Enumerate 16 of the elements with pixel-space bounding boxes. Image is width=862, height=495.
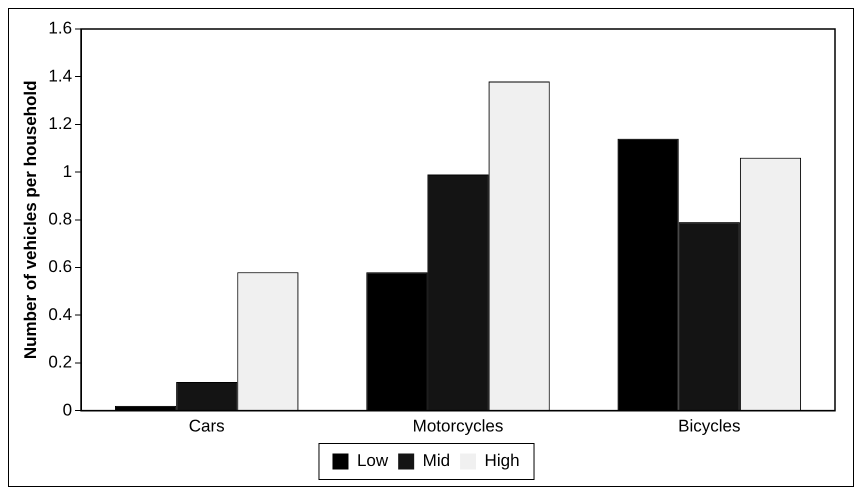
y-tick-label: 1.2 bbox=[48, 114, 72, 134]
y-tick-label: 1 bbox=[62, 162, 72, 181]
y-tick-label: 0.6 bbox=[48, 257, 72, 276]
y-tick-label: 0.4 bbox=[48, 304, 72, 324]
y-tick-label: 0.2 bbox=[48, 352, 72, 372]
legend-label: Low bbox=[356, 451, 389, 470]
x-tick-label: Cars bbox=[188, 416, 225, 436]
y-tick-label: 0 bbox=[62, 400, 72, 420]
y-tick-label: 0.8 bbox=[48, 209, 72, 228]
y-axis-title: Number of vehicles per household bbox=[20, 80, 40, 360]
x-tick-label: Motorcycles bbox=[412, 416, 504, 436]
x-tick-label: Bicycles bbox=[678, 416, 741, 436]
y-tick-label: 1.4 bbox=[48, 66, 72, 86]
legend-label: Mid bbox=[422, 451, 450, 470]
legend-label: High bbox=[484, 451, 520, 470]
y-tick-label: 1.6 bbox=[48, 18, 72, 38]
